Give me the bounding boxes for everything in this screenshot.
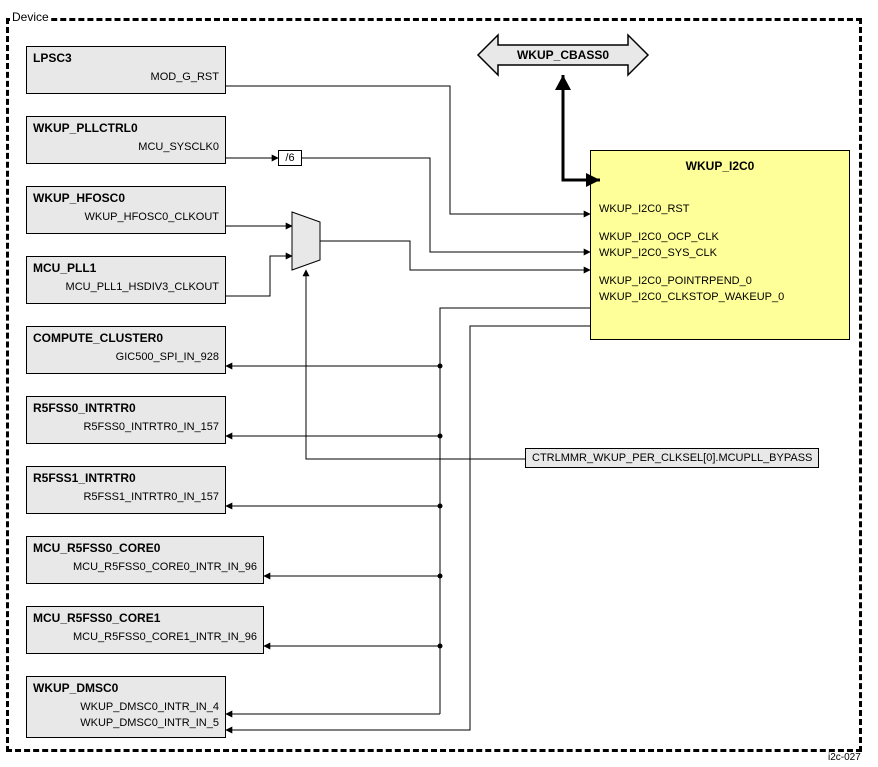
block-lpsc3: LPSC3 MOD_G_RST [26, 46, 226, 94]
block-title: COMPUTE_CLUSTER0 [27, 327, 225, 349]
block-signal: MCU_SYSCLK0 [27, 139, 225, 155]
target-signal-ocp: WKUP_I2C0_OCP_CLK [591, 229, 849, 245]
block-signal: MOD_G_RST [27, 69, 225, 85]
block-title: WKUP_HFOSC0 [27, 187, 225, 209]
block-r5fss0-intrtr0: R5FSS0_INTRTR0 R5FSS0_INTRTR0_IN_157 [26, 396, 226, 444]
block-signal: MCU_R5FSS0_CORE1_INTR_IN_96 [27, 629, 263, 645]
target-signal-rst: WKUP_I2C0_RST [591, 201, 849, 217]
block-signal: R5FSS0_INTRTR0_IN_157 [27, 419, 225, 435]
mux-label-1: 1 [301, 220, 307, 231]
block-wkup-dmsc0: WKUP_DMSC0 WKUP_DMSC0_INTR_IN_4 WKUP_DMS… [26, 676, 226, 738]
block-signal: WKUP_HFOSC0_CLKOUT [27, 209, 225, 225]
block-signal: R5FSS1_INTRTR0_IN_157 [27, 489, 225, 505]
block-title: WKUP_DMSC0 [27, 677, 225, 699]
diagram-id: i2c-027 [828, 752, 861, 763]
target-signal-pointrpend: WKUP_I2C0_POINTRPEND_0 [591, 273, 849, 289]
block-title: MCU_R5FSS0_CORE1 [27, 607, 263, 629]
ctrl-register-block: CTRLMMR_WKUP_PER_CLKSEL[0].MCUPLL_BYPASS [525, 448, 819, 468]
block-title: MCU_R5FSS0_CORE0 [27, 537, 263, 559]
diagram-canvas: Device LPSC3 MOD_G_RST WKUP_PLLCTRL0 MCU… [0, 0, 878, 767]
block-compute-cluster0: COMPUTE_CLUSTER0 GIC500_SPI_IN_928 [26, 326, 226, 374]
device-label: Device [10, 10, 51, 24]
divider-box: /6 [278, 150, 302, 166]
block-title: MCU_PLL1 [27, 257, 225, 279]
block-signal: WKUP_DMSC0_INTR_IN_4 [27, 699, 225, 715]
target-title: WKUP_I2C0 [591, 151, 849, 181]
mux-label-0: 0 [301, 248, 307, 259]
block-r5fss1-intrtr0: R5FSS1_INTRTR0 R5FSS1_INTRTR0_IN_157 [26, 466, 226, 514]
block-mcu-pll1: MCU_PLL1 MCU_PLL1_HSDIV3_CLKOUT [26, 256, 226, 304]
target-signal-sys: WKUP_I2C0_SYS_CLK [591, 245, 849, 261]
block-wkup-hfosc0: WKUP_HFOSC0 WKUP_HFOSC0_CLKOUT [26, 186, 226, 234]
block-signal: MCU_R5FSS0_CORE0_INTR_IN_96 [27, 559, 263, 575]
block-title: LPSC3 [27, 47, 225, 69]
block-mcu-r5fss0-core1: MCU_R5FSS0_CORE1 MCU_R5FSS0_CORE1_INTR_I… [26, 606, 264, 654]
block-title: R5FSS1_INTRTR0 [27, 467, 225, 489]
block-mcu-r5fss0-core0: MCU_R5FSS0_CORE0 MCU_R5FSS0_CORE0_INTR_I… [26, 536, 264, 584]
block-wkup-pllctrl0: WKUP_PLLCTRL0 MCU_SYSCLK0 [26, 116, 226, 164]
block-signal: WKUP_DMSC0_INTR_IN_5 [27, 715, 225, 731]
block-signal: MCU_PLL1_HSDIV3_CLKOUT [27, 279, 225, 295]
target-wkup-i2c0: WKUP_I2C0 WKUP_I2C0_RST WKUP_I2C0_OCP_CL… [590, 150, 850, 340]
block-signal: GIC500_SPI_IN_928 [27, 349, 225, 365]
target-signal-clkstop: WKUP_I2C0_CLKSTOP_WAKEUP_0 [591, 289, 849, 305]
block-title: R5FSS0_INTRTR0 [27, 397, 225, 419]
block-title: WKUP_PLLCTRL0 [27, 117, 225, 139]
